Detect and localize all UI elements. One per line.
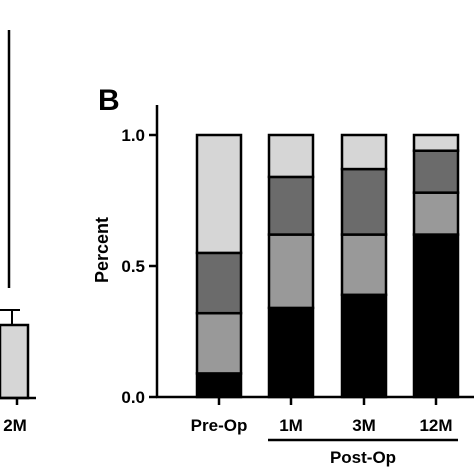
bar-segment-1-1	[195, 372, 243, 399]
panel-a-bar	[0, 323, 30, 400]
x-tick-label-3: 3M	[352, 416, 376, 435]
y-tick-label-2: 0.5	[121, 257, 145, 276]
bar-segment-2-4	[267, 133, 315, 179]
y-axis: 0.0 0.5 1.0	[121, 105, 159, 407]
y-axis-label: Percent	[92, 217, 112, 283]
bar-segment-4-2	[412, 191, 460, 236]
panel-b: B Percent 0.0 0.5 1.0 Pre-Op 1M 3M 12M Post-O…	[92, 84, 474, 467]
panel-a-tick-label: 2M	[3, 416, 27, 435]
bar-segment-4-3	[412, 149, 460, 194]
bar-segment-3-2	[340, 233, 388, 297]
panel-label: B	[98, 84, 120, 117]
bar-segment-4-4	[412, 133, 460, 152]
y-tick-label-1: 0.0	[121, 388, 145, 407]
bar-segment-2-1	[267, 306, 315, 399]
y-tick-label-3: 1.0	[121, 126, 145, 145]
bars-layer	[195, 133, 460, 399]
bar-segment-2-2	[267, 233, 315, 310]
group-label: Post-Op	[330, 448, 396, 467]
x-group: Post-Op	[268, 438, 458, 467]
bar-segment-4-1	[412, 233, 460, 399]
bar-segment-3-4	[340, 133, 388, 171]
x-tick-label-2: 1M	[279, 416, 303, 435]
panel-a-fragment: 2M	[0, 30, 36, 435]
bar-segment-1-4	[195, 133, 243, 255]
bar-segment-3-3	[340, 167, 388, 236]
x-axis: Pre-Op 1M 3M 12M	[156, 395, 474, 435]
bar-segment-1-2	[195, 311, 243, 375]
bar-segment-2-3	[267, 175, 315, 236]
x-tick-label-1: Pre-Op	[191, 416, 248, 435]
x-tick-label-4: 12M	[419, 416, 452, 435]
bar-segment-1-3	[195, 251, 243, 315]
bar-segment-3-1	[340, 293, 388, 399]
